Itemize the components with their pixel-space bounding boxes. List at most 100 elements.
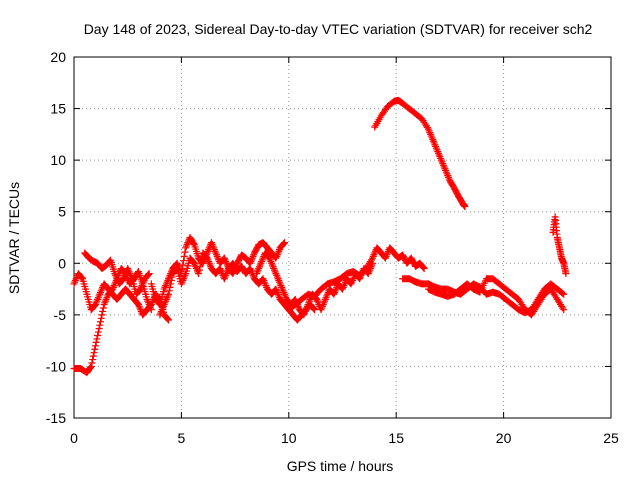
data-point — [137, 306, 145, 314]
data-point — [71, 278, 79, 286]
data-point — [331, 287, 339, 295]
data-point — [349, 275, 357, 283]
data-point — [94, 331, 102, 339]
data-point — [279, 287, 287, 295]
data-point — [370, 251, 378, 259]
data-point — [127, 271, 135, 279]
data-point — [135, 302, 143, 310]
data-point — [303, 302, 311, 310]
data-point — [253, 268, 261, 276]
data-point — [248, 256, 256, 264]
data-point — [260, 276, 268, 284]
data-point — [221, 256, 229, 264]
data-point — [275, 278, 283, 286]
data-point — [179, 276, 187, 284]
y-tick-label: -5 — [54, 307, 67, 323]
data-point — [321, 297, 329, 305]
data-point — [96, 321, 104, 329]
data-point — [323, 290, 331, 298]
data-point — [144, 271, 152, 279]
data-point — [256, 261, 264, 269]
x-axis-label: GPS time / hours — [287, 458, 394, 474]
data-point — [138, 282, 146, 290]
data-point — [214, 254, 222, 262]
data-point — [280, 289, 288, 297]
data-point — [172, 265, 180, 273]
y-tick-label: 20 — [50, 49, 66, 65]
data-point — [95, 325, 103, 333]
data-point — [148, 299, 156, 307]
data-point — [87, 362, 95, 370]
y-tick-label: 5 — [58, 204, 66, 220]
data-point — [253, 270, 261, 278]
data-point — [443, 170, 451, 178]
data-point — [222, 258, 230, 266]
data-point — [444, 173, 452, 181]
data-point — [559, 304, 567, 312]
data-point — [197, 259, 205, 267]
data-point — [111, 270, 119, 278]
data-point — [113, 275, 121, 283]
data-point — [349, 276, 357, 284]
data-point — [276, 280, 284, 288]
data-point — [181, 248, 189, 256]
data-point — [112, 271, 120, 279]
data-point — [347, 280, 355, 288]
data-point — [97, 287, 105, 295]
y-tick-label: -15 — [46, 410, 66, 426]
data-point — [424, 125, 432, 133]
data-point — [431, 141, 439, 149]
data-point — [272, 254, 280, 262]
data-point — [164, 292, 172, 300]
data-point — [181, 271, 189, 279]
data-point — [99, 304, 107, 312]
data-point — [272, 270, 280, 278]
data-point — [164, 315, 172, 323]
data-point — [163, 278, 171, 286]
data-point — [96, 318, 104, 326]
y-tick-label: -10 — [46, 358, 66, 374]
data-point — [124, 264, 132, 272]
data-point — [102, 295, 110, 303]
data-point — [137, 283, 145, 291]
data-point — [384, 249, 392, 257]
data-point — [437, 156, 445, 164]
data-point — [92, 299, 100, 307]
data-point — [440, 163, 448, 171]
data-point — [261, 280, 269, 288]
data-point — [179, 261, 187, 269]
data-point — [159, 304, 167, 312]
data-point — [439, 161, 447, 169]
data-point — [212, 249, 220, 257]
data-point — [165, 316, 173, 324]
data-point — [317, 306, 325, 314]
data-point — [125, 268, 133, 276]
data-point — [273, 251, 281, 259]
data-point — [103, 294, 111, 302]
data-point — [71, 276, 79, 284]
data-point — [91, 345, 99, 353]
data-point — [167, 276, 175, 284]
data-point — [168, 273, 176, 281]
data-point — [273, 273, 281, 281]
data-point — [166, 283, 174, 291]
data-point — [120, 273, 128, 281]
data-point — [194, 268, 202, 276]
data-point — [247, 266, 255, 274]
data-point — [110, 282, 118, 290]
series-sat-c — [81, 249, 153, 298]
data-point — [210, 244, 218, 252]
data-point — [162, 297, 170, 305]
y-axis-label: SDTVAR / TECUs — [6, 182, 22, 294]
data-point — [144, 270, 152, 278]
data-point — [160, 301, 168, 309]
data-point — [89, 356, 97, 364]
data-point — [442, 166, 450, 174]
data-point — [427, 132, 435, 140]
data-point — [182, 242, 190, 250]
series-sat-j — [424, 275, 568, 319]
x-tick-label: 15 — [388, 430, 404, 446]
data-point — [281, 290, 289, 298]
data-point — [182, 244, 190, 252]
data-point — [95, 292, 103, 300]
